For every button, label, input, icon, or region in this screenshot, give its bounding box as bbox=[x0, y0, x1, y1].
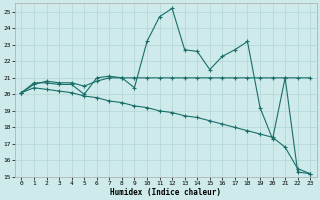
X-axis label: Humidex (Indice chaleur): Humidex (Indice chaleur) bbox=[110, 188, 221, 197]
